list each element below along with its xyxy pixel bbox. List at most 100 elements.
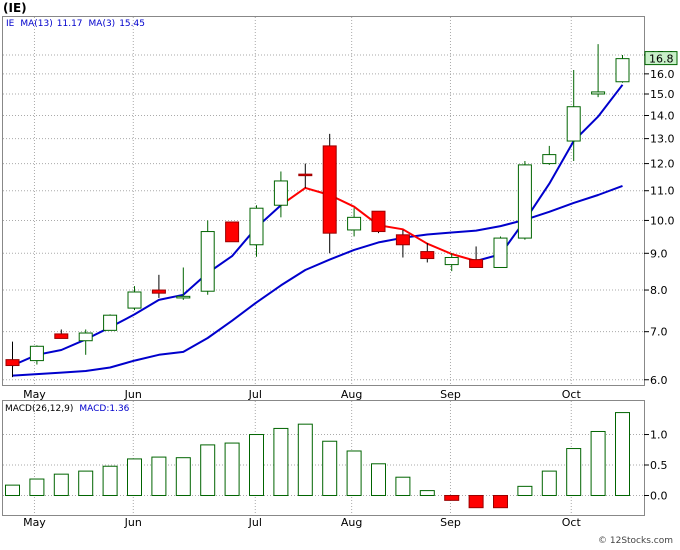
candle [566, 69, 581, 161]
candle [127, 286, 142, 311]
candle-body [151, 289, 166, 294]
candle-body [103, 314, 118, 331]
candle [615, 54, 630, 83]
macd-bar [444, 494, 460, 501]
candle [493, 236, 508, 268]
macd-y-tick-label: 0.5 [650, 459, 668, 472]
price-y-tick-label: 12.0 [650, 158, 675, 171]
candle-body [517, 164, 532, 239]
price-gridlines [3, 17, 644, 385]
price-y-tick-label: 13.0 [650, 133, 675, 146]
macd-bar [517, 485, 533, 496]
candle-body [444, 256, 459, 266]
candle [200, 220, 215, 295]
macd-bar [493, 494, 508, 509]
macd-bar [297, 423, 313, 496]
candle-body [469, 259, 484, 268]
candle [542, 145, 557, 165]
last-price-tag-value: 16.8 [649, 53, 674, 66]
candle [273, 171, 288, 218]
candle-body [127, 291, 142, 309]
macd-bar [5, 484, 20, 496]
candle-body [542, 154, 557, 165]
macd-bar [224, 442, 240, 496]
candle-body [420, 251, 435, 260]
candle [371, 210, 386, 234]
price-x-tick-label: May [23, 388, 46, 401]
candle [5, 341, 20, 378]
legend-ma3-label: MA(3) [89, 19, 116, 29]
macd-x-tick-label: Jun [124, 516, 142, 529]
candle-body [493, 237, 508, 268]
candle-body [298, 173, 313, 177]
candle-body [29, 345, 44, 362]
legend-symbol: IE [6, 19, 15, 29]
macd-x-tick-label: Sep [440, 516, 461, 529]
macd-bar [322, 440, 338, 496]
candle-body [273, 180, 288, 206]
candle [29, 345, 44, 365]
macd-x-tick-label: Oct [562, 516, 582, 529]
macd-panel-frame [2, 400, 645, 516]
price-y-tick-label: 14.0 [650, 110, 675, 123]
candle [225, 221, 240, 243]
macd-x-tick-label: May [23, 516, 46, 529]
price-x-tick-label: Oct [562, 388, 582, 401]
price-x-tick-label: Aug [341, 388, 362, 401]
candle-body [5, 359, 20, 367]
candle-body [591, 91, 606, 95]
macd-bar [419, 490, 435, 496]
macd-bar [395, 476, 411, 496]
macd-y-tick-label: 1.0 [650, 429, 668, 442]
macd-bar [29, 478, 45, 496]
candle [54, 329, 69, 339]
macd-bar [566, 448, 582, 496]
candle [78, 329, 93, 355]
macd-bar [200, 444, 216, 496]
price-y-tick-label: 15.0 [650, 88, 675, 101]
legend-ma3-value: 15.45 [119, 19, 145, 29]
candle [249, 205, 264, 257]
candle [176, 267, 191, 300]
macd-bar [175, 457, 191, 496]
last-price-tag: 16.8 [644, 51, 678, 66]
macd-bar [468, 494, 484, 509]
macd-bar [127, 458, 142, 496]
macd-legend: MACD(26,12,9) MACD:1.36 [5, 404, 130, 414]
price-panel-frame [2, 16, 645, 386]
macd-bar [371, 463, 386, 496]
macd-x-tick-label: Aug [341, 516, 362, 529]
macd-bar [151, 456, 167, 496]
candle-body [78, 332, 93, 342]
candle [298, 163, 313, 188]
candle-body [176, 295, 191, 299]
chart-title: (IE) [3, 1, 27, 15]
macd-bar [273, 427, 289, 496]
candle [517, 160, 532, 240]
price-x-axis: May Jun Jul Aug Sep Oct [23, 388, 581, 401]
macd-bar [53, 473, 69, 496]
candle-body [54, 333, 69, 339]
candle [420, 243, 435, 263]
candle-body [615, 58, 630, 83]
macd-bar [102, 465, 118, 496]
price-y-tick-label: 6.0 [650, 374, 668, 387]
candle-body [395, 234, 410, 246]
candle [395, 229, 410, 258]
macd-y-tick-label: 0.0 [650, 489, 668, 502]
watermark: © 12Stocks.com [598, 536, 673, 546]
candles [5, 44, 630, 378]
candle [469, 246, 484, 268]
candle-body [566, 106, 581, 142]
macd-bar [346, 450, 362, 496]
ma3-polyline-up [12, 204, 282, 367]
candle [591, 44, 606, 98]
candle [103, 314, 118, 331]
candle [444, 253, 459, 272]
candle-body [347, 216, 362, 231]
legend-ma13-value: 11.17 [57, 19, 83, 29]
price-y-tick-label: 8.0 [650, 284, 668, 297]
price-y-tick-label: 10.0 [650, 214, 675, 227]
price-y-tick-label: 11.0 [650, 185, 675, 198]
